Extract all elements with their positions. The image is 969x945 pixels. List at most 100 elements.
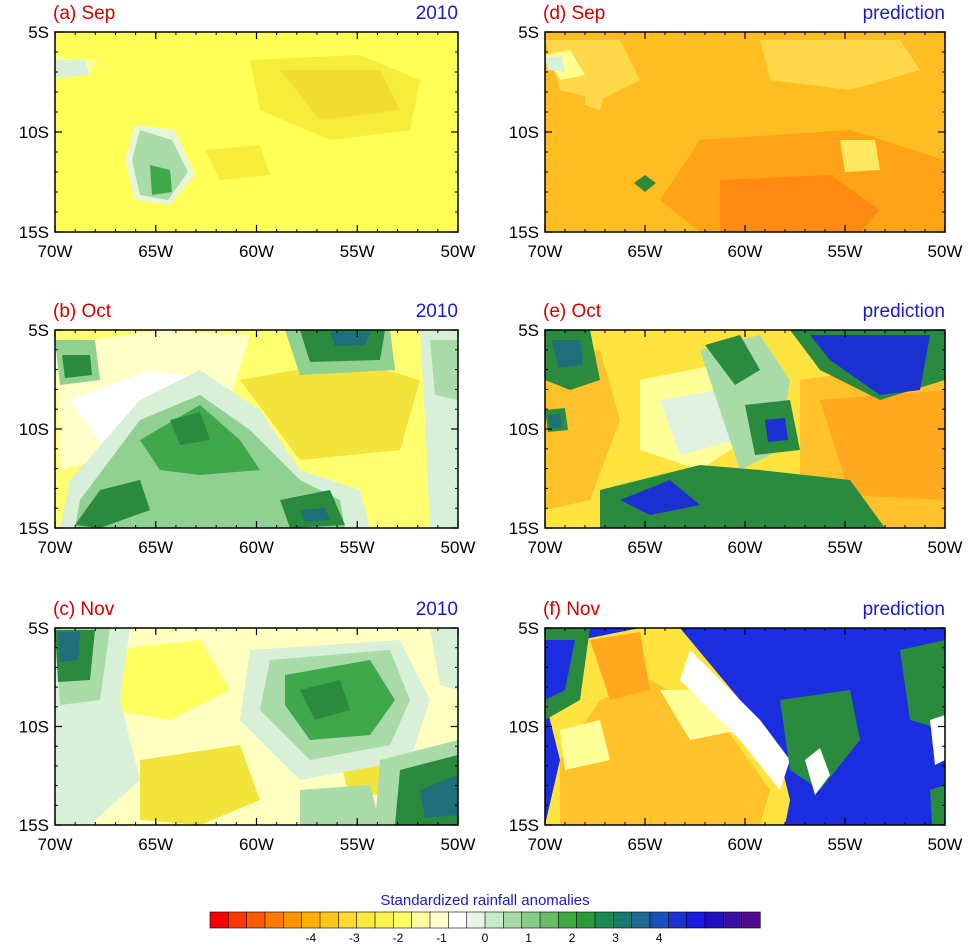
colorbar-label: 2 bbox=[569, 931, 576, 945]
colorbar-label: -2 bbox=[393, 931, 404, 945]
colorbar-swatch bbox=[448, 911, 468, 929]
lat-tick-label: 10S bbox=[509, 123, 539, 142]
colorbar-swatch bbox=[613, 911, 633, 929]
anomaly-contour bbox=[545, 350, 620, 510]
anomaly-contour bbox=[780, 690, 860, 790]
lon-tick-label: 70W bbox=[528, 538, 563, 557]
lon-tick-label: 70W bbox=[528, 242, 563, 261]
lat-tick-label: 15S bbox=[19, 223, 49, 242]
colorbar-label: 0 bbox=[482, 931, 489, 945]
map-panel-b: 70W 65W 60W 55W 50W 5S 10S 15S (b) Oct 2010 bbox=[19, 301, 476, 557]
colorbar-swatch bbox=[264, 911, 284, 929]
anomaly-contour bbox=[110, 640, 230, 720]
colorbar-swatch bbox=[594, 911, 614, 929]
panel-tag: 2010 bbox=[416, 599, 458, 620]
anomaly-contour bbox=[805, 748, 830, 795]
lat-tick-label: 15S bbox=[509, 519, 539, 538]
lon-tick-label: 55W bbox=[340, 242, 375, 261]
anomaly-contour bbox=[634, 175, 656, 192]
lat-tick-label: 15S bbox=[509, 223, 539, 242]
lon-tick-label: 65W bbox=[138, 242, 173, 261]
colorbar-swatch bbox=[411, 911, 431, 929]
lon-tick-label: 55W bbox=[828, 538, 863, 557]
lon-tick-label: 70W bbox=[38, 835, 73, 854]
panel-title: (c) Nov bbox=[53, 599, 115, 620]
lat-tick-label: 5S bbox=[518, 619, 539, 638]
lon-tick-label: 65W bbox=[138, 835, 173, 854]
anomaly-contour bbox=[430, 628, 458, 690]
lon-tick-label: 70W bbox=[528, 835, 563, 854]
map-panel-e: 70W 65W 60W 55W 50W 5S 10S 15S (e) Oct prediction bbox=[509, 301, 963, 557]
panel-title: (b) Oct bbox=[53, 301, 112, 322]
colorbar-swatch bbox=[429, 911, 449, 929]
anomaly-contour bbox=[900, 640, 945, 730]
colorbar-swatch bbox=[741, 911, 761, 929]
colorbar-swatch bbox=[283, 911, 303, 929]
colorbar-label: 1 bbox=[525, 931, 532, 945]
map-panel-f: 70W 65W 60W 55W 50W 5S 10S 15S (f) Nov prediction bbox=[509, 599, 963, 854]
anomaly-contour bbox=[560, 720, 610, 770]
panel-tag: 2010 bbox=[416, 3, 458, 24]
anomaly-contour bbox=[205, 145, 270, 180]
anomaly-contour bbox=[545, 640, 575, 700]
colorbar-swatch bbox=[649, 911, 669, 929]
colorbar-label: 3 bbox=[612, 931, 619, 945]
panel-title: (a) Sep bbox=[53, 3, 115, 24]
map-panel-c: 70W 65W 60W 55W 50W 5S 10S 15S (c) Nov 2010 bbox=[19, 599, 476, 854]
colorbar-swatch bbox=[466, 911, 486, 929]
colorbar-swatch bbox=[576, 911, 596, 929]
anomaly-contour bbox=[55, 60, 90, 78]
lon-tick-label: 60W bbox=[239, 242, 274, 261]
lon-tick-label: 50W bbox=[928, 242, 963, 261]
anomaly-contour bbox=[300, 785, 380, 825]
anomaly-contour bbox=[620, 480, 700, 515]
lon-tick-label: 55W bbox=[340, 538, 375, 557]
panel-tag: prediction bbox=[863, 3, 945, 24]
lon-tick-label: 50W bbox=[441, 835, 476, 854]
colorbar: Standardized rainfall anomalies -4 -3 -2 -1 0… bbox=[209, 892, 761, 945]
anomaly-contour bbox=[280, 70, 400, 120]
anomaly-contour bbox=[660, 390, 735, 455]
anomaly-contour bbox=[680, 650, 790, 790]
lon-tick-label: 50W bbox=[928, 538, 963, 557]
lon-tick-label: 55W bbox=[828, 242, 863, 261]
lon-tick-label: 65W bbox=[628, 538, 663, 557]
colorbar-swatch bbox=[521, 911, 541, 929]
lat-tick-label: 10S bbox=[509, 420, 539, 439]
anomaly-contour bbox=[75, 480, 150, 528]
colorbar-title: Standardized rainfall anomalies bbox=[380, 892, 589, 909]
colorbar-swatch bbox=[539, 911, 559, 929]
anomaly-contour bbox=[760, 40, 920, 90]
lon-tick-label: 55W bbox=[828, 835, 863, 854]
lon-tick-label: 60W bbox=[728, 835, 763, 854]
anomaly-contour bbox=[600, 465, 885, 528]
lon-tick-label: 50W bbox=[928, 835, 963, 854]
colorbar-swatch bbox=[301, 911, 321, 929]
lon-tick-label: 60W bbox=[728, 538, 763, 557]
panel-tag: 2010 bbox=[416, 301, 458, 322]
anomaly-contour bbox=[132, 130, 188, 200]
colorbar-swatch bbox=[686, 911, 706, 929]
anomaly-contour bbox=[545, 56, 565, 72]
colorbar-swatch bbox=[319, 911, 339, 929]
anomaly-contour bbox=[62, 355, 92, 378]
anomaly-contour bbox=[140, 745, 260, 825]
lon-tick-label: 65W bbox=[628, 835, 663, 854]
lon-tick-label: 60W bbox=[239, 835, 274, 854]
anomaly-contour bbox=[930, 785, 945, 825]
panel-tag: prediction bbox=[863, 301, 945, 322]
colorbar-label: 4 bbox=[656, 931, 663, 945]
colorbar-swatch bbox=[484, 911, 504, 929]
colorbar-swatch bbox=[246, 911, 266, 929]
anomaly-contour bbox=[765, 418, 788, 442]
lat-tick-label: 5S bbox=[518, 321, 539, 340]
lon-tick-label: 65W bbox=[628, 242, 663, 261]
panel-title: (d) Sep bbox=[543, 3, 605, 24]
anomaly-contour bbox=[300, 680, 350, 720]
colorbar-swatch bbox=[558, 911, 578, 929]
lat-tick-label: 5S bbox=[28, 619, 49, 638]
map-panel-d: 70W 65W 60W 55W 50W 5S 10S 15S (d) Sep prediction bbox=[509, 3, 963, 261]
lon-tick-label: 70W bbox=[38, 538, 73, 557]
panel-title: (f) Nov bbox=[543, 599, 601, 620]
lat-tick-label: 10S bbox=[509, 718, 539, 737]
